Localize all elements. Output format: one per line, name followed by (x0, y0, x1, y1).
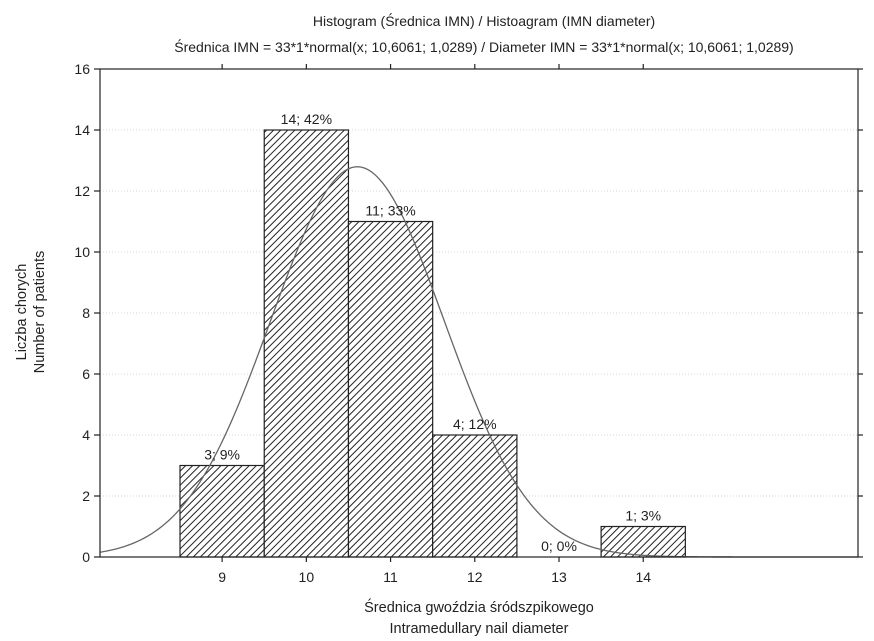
x-tick-label-13: 13 (551, 569, 567, 585)
y-tick-label-16: 16 (74, 61, 90, 77)
x-axis-label-line2: Intramedullary nail diameter (390, 621, 569, 637)
bars (179, 129, 686, 558)
data-label-12: 4; 12% (453, 416, 497, 432)
x-tick-label-14: 14 (635, 569, 651, 585)
y-axis-label-line2: Number of patients (32, 251, 48, 374)
bar-12 (432, 434, 518, 558)
bar-9 (179, 464, 265, 558)
x-axis-ticks: 9 10 11 12 13 14 (218, 64, 651, 585)
y-tick-label-14: 14 (74, 122, 90, 138)
bar-11 (347, 220, 434, 558)
bar-data-labels: 3; 9% 14; 42% 11; 33% 4; 12% 0; 0% 1; 3% (204, 111, 661, 554)
data-label-9: 3; 9% (204, 447, 240, 463)
y-tick-label-4: 4 (82, 427, 90, 443)
data-label-13: 0; 0% (541, 538, 577, 554)
bar-10 (263, 129, 350, 558)
x-tick-label-9: 9 (218, 569, 226, 585)
data-label-14: 1; 3% (625, 508, 661, 524)
data-label-10: 14; 42% (281, 111, 332, 127)
chart-subtitle: Średnica IMN = 33*1*normal(x; 10,6061; 1… (174, 38, 793, 55)
x-tick-label-10: 10 (299, 569, 315, 585)
x-axis-label-line1: Średnica gwoździa śródszpikowego (364, 598, 594, 616)
y-tick-label-8: 8 (82, 305, 90, 321)
data-label-11: 11; 33% (365, 203, 415, 219)
y-axis-label-line1: Liczba chorych (14, 264, 30, 361)
y-tick-label-6: 6 (82, 366, 90, 382)
y-tick-label-10: 10 (74, 244, 90, 260)
y-tick-label-12: 12 (74, 183, 90, 199)
x-tick-label-11: 11 (383, 569, 398, 585)
chart-title: Histogram (Średnica IMN) / Histoagram (I… (313, 12, 655, 29)
x-tick-label-12: 12 (467, 569, 483, 585)
y-tick-label-0: 0 (82, 549, 90, 565)
y-axis-ticks: 0 2 4 6 8 10 12 14 16 (74, 61, 863, 565)
y-tick-label-2: 2 (82, 488, 90, 504)
